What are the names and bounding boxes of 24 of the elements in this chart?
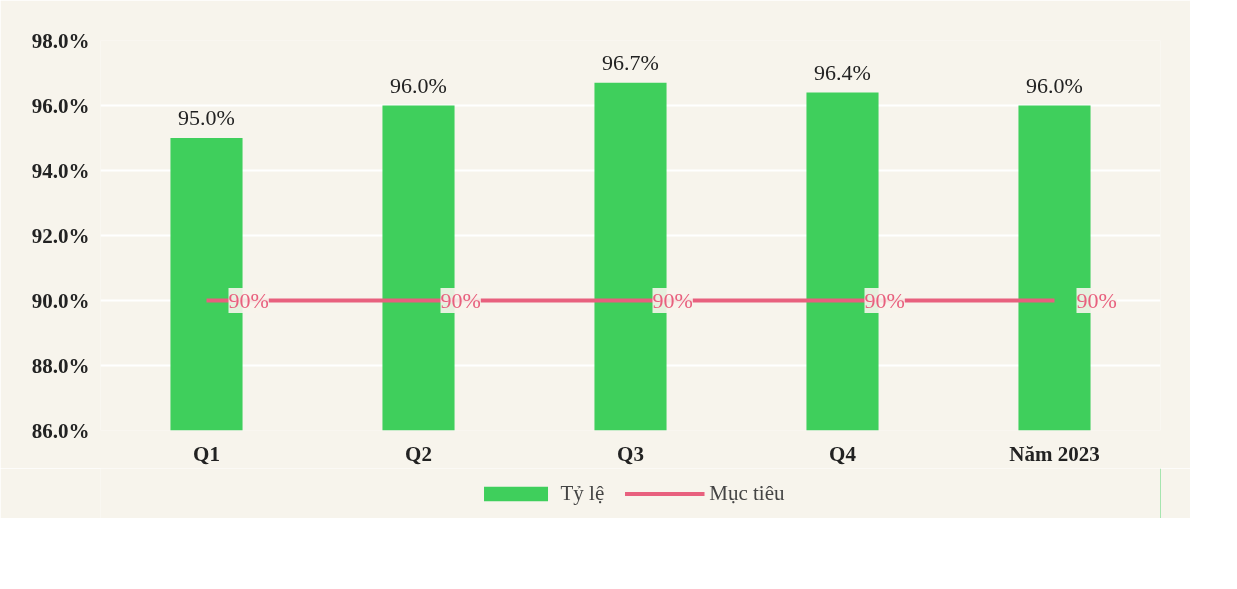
data-label: 90%	[228, 288, 269, 313]
y-tick-label: 86.0%	[31, 418, 90, 443]
data-label: 95.0%	[178, 105, 235, 130]
y-tick-label: 98.0%	[31, 28, 90, 53]
data-label: 96.0%	[390, 72, 447, 98]
data-label: 90%	[440, 288, 481, 313]
legend-label: Mục tiêu	[709, 480, 785, 506]
x-tick-label: Q3	[617, 441, 644, 466]
y-tick-label: 88.0%	[31, 353, 90, 378]
data-label: 90%	[652, 288, 693, 313]
y-tick-label: 96.0%	[31, 93, 90, 118]
x-tick-label: Q2	[405, 441, 432, 466]
x-tick-label: Năm 2023	[1009, 441, 1100, 466]
x-tick-label: Q1	[193, 441, 220, 466]
legend-label: Tỷ lệ	[560, 480, 605, 506]
data-label: 96.0%	[1026, 72, 1083, 98]
data-label: 96.7%	[602, 49, 659, 75]
data-label: 90%	[864, 288, 905, 313]
x-tick-label: Q4	[829, 441, 857, 466]
y-tick-label: 90.0%	[31, 288, 90, 313]
data-label: 90%	[1076, 288, 1117, 313]
y-tick-label: 92.0%	[31, 223, 90, 248]
data-label: 96.4%	[814, 59, 871, 85]
y-tick-label: 94.0%	[31, 158, 90, 183]
